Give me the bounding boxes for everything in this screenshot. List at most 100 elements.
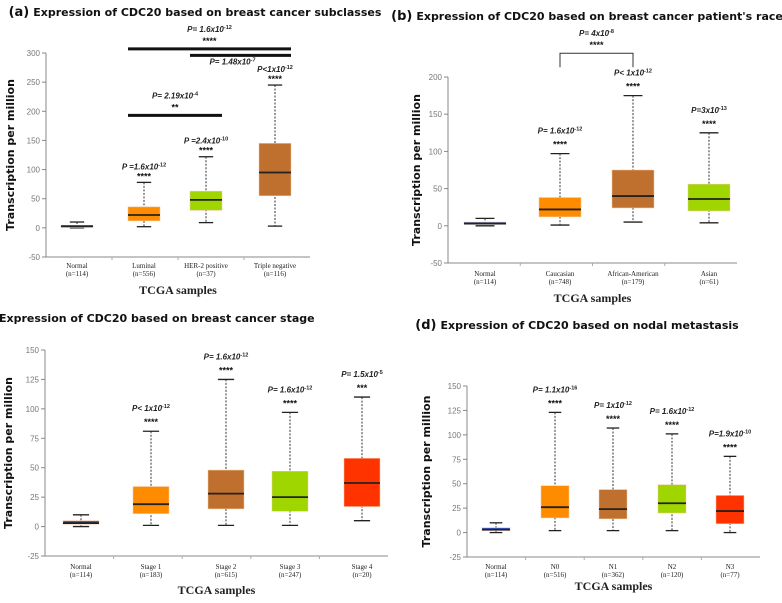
y-tick-label: 100: [429, 147, 443, 156]
panel-c: (c)Expression of CDC20 based on breast c…: [0, 311, 388, 597]
box-caucasian: Caucasian(n=748) P= 1.6x10-12 ****: [538, 127, 583, 286]
y-tick-label: 125: [26, 375, 40, 384]
p-exponent: -7: [251, 57, 256, 63]
p-value: P =2.4x10-10: [184, 137, 228, 146]
box-body: [611, 169, 655, 209]
p-exponent: -12: [162, 404, 170, 410]
box-n1: N1(n=362) P= 1x10-12 ****: [594, 401, 632, 579]
significance-stars: ****: [268, 74, 283, 84]
box-normal: Normal(n=114): [62, 514, 100, 579]
y-tick-label: 150: [448, 382, 462, 391]
box-body: [271, 470, 309, 512]
p-value: P<1x10-12: [257, 65, 293, 74]
box-n0: N0(n=516) P= 1.1x10-16 ****: [533, 385, 578, 579]
panel-d: (d) Expression of CDC20 based on nodal me…: [415, 318, 760, 593]
box-normal: Normal(n=114): [463, 217, 507, 286]
category-n: (n=362): [602, 571, 625, 579]
comparison: P= 4x10-8 ****: [559, 29, 634, 68]
category-n: (n=748): [549, 278, 572, 286]
category-label: Asian: [701, 270, 718, 278]
box-body: [687, 183, 731, 212]
p-exponent: -12: [285, 65, 293, 71]
p-text: P< 1x10: [132, 404, 163, 413]
x-axis-label: TCGA samples: [139, 283, 217, 297]
box-n2: N2(n=120) P= 1.6x10-12 ****: [650, 407, 695, 579]
p-exponent: -12: [574, 127, 582, 133]
significance-stars: ****: [144, 417, 159, 427]
category-n: (n=37): [196, 270, 216, 278]
significance-stars: ****: [589, 40, 604, 50]
category-n: (n=120): [661, 571, 684, 579]
box-triple-negative: Triple negative(n=116) P<1x10-12****: [254, 65, 296, 278]
chart-title: (c)Expression of CDC20 based on breast c…: [0, 311, 315, 326]
p-exponent: -12: [644, 69, 652, 75]
y-tick-label: 75: [30, 434, 39, 443]
p-exponent: -8: [609, 29, 614, 35]
box-body: [258, 143, 292, 197]
comparison-p-value: P= 1.6x10-12: [187, 25, 232, 34]
y-tick-label: 0: [36, 224, 41, 233]
box-body: [207, 469, 245, 510]
y-tick-label: -25: [27, 552, 39, 561]
box-body: [598, 489, 628, 520]
p-text: P=3x10: [691, 106, 719, 115]
y-tick-label: 200: [429, 73, 443, 82]
significance-stars: ****: [137, 171, 152, 181]
box-n3: N3(n=77) P=1.9x10-10 ****: [709, 429, 751, 579]
category-label: N3: [726, 563, 735, 571]
y-tick-label: 50: [30, 464, 39, 473]
comparison: P= 1.6x10-12 ****: [128, 25, 291, 51]
p-value: P= 1x10-12: [594, 401, 632, 410]
comparison-p-value: P= 1.48x10-7: [209, 57, 255, 66]
p-text: P= 1.48x10: [209, 57, 251, 66]
box-body: [657, 484, 687, 514]
category-label: African-American: [607, 270, 659, 278]
box-stage-2: Stage 2(n=615) P= 1.6x10-12 ****: [204, 352, 249, 579]
p-text: P=1.9x10: [709, 429, 744, 438]
p-text: P<1x10: [257, 65, 285, 74]
significance-stars: ****: [606, 414, 621, 424]
category-label: Luminal: [132, 262, 156, 270]
p-text: P= 1.6x10: [204, 352, 241, 361]
box-body: [715, 495, 745, 525]
significance-stars: ****: [723, 442, 738, 452]
p-exponent: -12: [686, 407, 694, 413]
box-stage-4: Stage 4(n=20) P= 1.5x10-5 ***: [341, 370, 383, 579]
y-tick-label: 300: [27, 49, 41, 58]
category-label: N1: [609, 563, 618, 571]
y-tick-label: 200: [27, 107, 41, 116]
category-n: (n=183): [140, 571, 163, 579]
p-exponent: -12: [240, 352, 248, 358]
comparison-bracket: [559, 52, 634, 68]
category-n: (n=61): [699, 278, 719, 286]
y-tick-label: 125: [448, 406, 462, 415]
significance-stars: ****: [626, 82, 641, 92]
y-tick-label: 150: [26, 346, 40, 355]
significance-stars: ****: [219, 365, 234, 375]
category-n: (n=179): [622, 278, 645, 286]
category-label: Normal: [474, 270, 495, 278]
p-value: P=1.9x10-10: [709, 429, 751, 438]
category-n: (n=116): [264, 270, 287, 278]
y-tick-label: 0: [438, 222, 443, 231]
category-n: (n=114): [66, 270, 89, 278]
y-axis-label: Transcription per million: [2, 377, 15, 529]
significance-stars: ****: [553, 140, 568, 150]
p-text: P= 1.6x10: [187, 25, 224, 34]
category-label: Normal: [485, 563, 506, 571]
y-tick-label: 100: [26, 405, 40, 414]
p-text: P= 1.6x10: [268, 385, 305, 394]
p-exponent: -5: [378, 370, 383, 376]
title-text: Expression of CDC20 based on nodal metas…: [440, 319, 739, 332]
category-label: Stage 2: [216, 563, 237, 571]
category-n: (n=516): [544, 571, 567, 579]
category-n: (n=20): [352, 571, 372, 579]
p-exponent: -10: [220, 137, 228, 143]
y-tick-label: 50: [452, 480, 461, 489]
p-value: P= 1.5x10-5: [341, 370, 383, 379]
p-value: P< 1x10-12: [132, 404, 170, 413]
p-text: P= 4x10: [579, 29, 610, 38]
p-text: P =2.4x10: [184, 137, 221, 146]
p-value: P= 1.6x10-12: [538, 127, 583, 136]
